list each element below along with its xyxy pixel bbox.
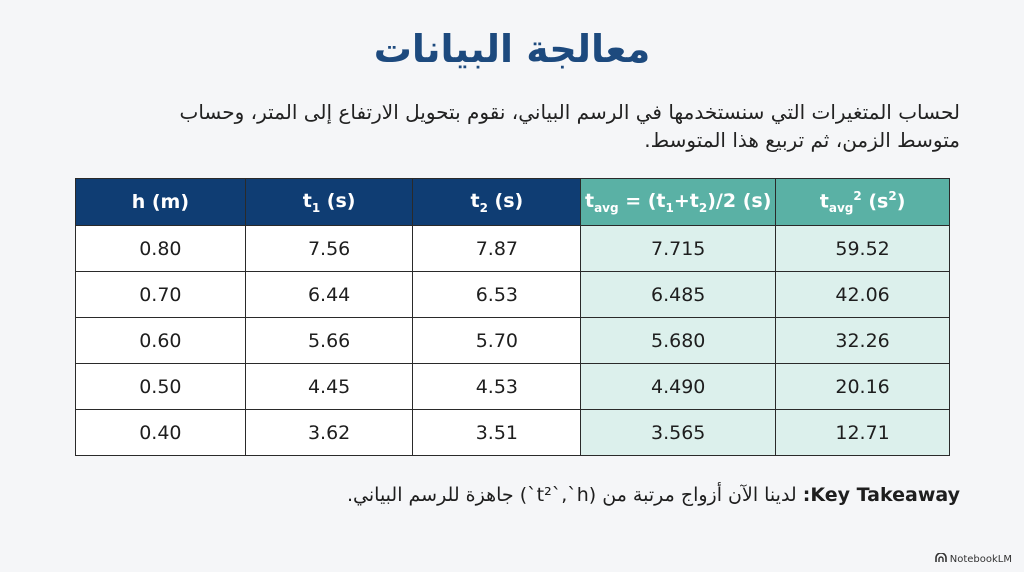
table-row: 0.50 4.45 4.53 4.490 20.16	[75, 363, 950, 410]
header-t2: t2 (s)	[412, 178, 582, 226]
header-tsq-sup: 2	[853, 188, 862, 203]
header-tavg-main: t	[584, 189, 595, 212]
table-row: 0.60 5.66 5.70 5.680 32.26	[75, 317, 950, 364]
cell-tsq: 20.16	[775, 363, 950, 410]
table-header-row: h (m) t1 (s) t2 (s) tavg = (t1+t2)/2 (s)…	[75, 178, 950, 226]
header-tsq: tavg2 (s2)	[775, 178, 950, 226]
table-row: 0.40 3.62 3.51 3.565 12.71	[75, 409, 950, 456]
cell-t2: 3.51	[412, 409, 582, 456]
header-tavg-sub2: 2	[698, 200, 708, 215]
header-t1: t1 (s)	[244, 178, 414, 226]
cell-t1: 4.45	[244, 363, 414, 410]
cell-tsq: 12.71	[775, 409, 950, 456]
cell-tsq: 42.06	[775, 271, 950, 318]
header-tsq-main: t	[819, 190, 829, 213]
cell-tsq: 32.26	[775, 317, 950, 364]
cell-t1: 5.66	[244, 317, 414, 364]
cell-t2: 5.70	[412, 317, 582, 364]
data-table: h (m) t1 (s) t2 (s) tavg = (t1+t2)/2 (s)…	[75, 178, 950, 456]
header-t1-sub: 1	[311, 200, 321, 215]
cell-h: 0.70	[75, 271, 246, 318]
header-h: h (m)	[75, 178, 246, 226]
brand-watermark: NotebookLM	[934, 552, 1012, 566]
intro-paragraph: لحساب المتغيرات التي سنستخدمها في الرسم …	[179, 100, 961, 152]
key-takeaway-text: لدينا الآن أزواج مرتبة من (t²`,`h`) جاهز…	[346, 484, 803, 506]
notebooklm-logo-icon	[934, 552, 947, 566]
cell-t1: 7.56	[244, 225, 414, 272]
header-tsq-end: )	[896, 190, 906, 213]
header-tsq-sub: avg	[828, 201, 854, 216]
cell-tavg: 3.565	[580, 409, 777, 456]
key-takeaway: Key Takeaway: لدينا الآن أزواج مرتبة من …	[100, 481, 960, 509]
cell-tsq: 59.52	[775, 225, 950, 272]
key-takeaway-label: Key Takeaway:	[802, 484, 960, 506]
cell-tavg: 7.715	[580, 225, 777, 272]
cell-t1: 3.62	[244, 409, 414, 456]
header-t2-unit: (s)	[487, 189, 524, 212]
header-t2-main: t	[470, 189, 480, 212]
header-tavg-mid2: +t	[673, 189, 699, 212]
header-t2-sub: 2	[479, 200, 488, 215]
header-tavg: tavg = (t1+t2)/2 (s)	[580, 178, 777, 226]
header-tavg-mid1: = (t	[618, 189, 666, 212]
cell-tavg: 6.485	[580, 271, 777, 318]
table-row: 0.80 7.56 7.87 7.715 59.52	[75, 225, 950, 272]
header-t1-main: t	[302, 189, 312, 212]
cell-t2: 7.87	[412, 225, 582, 272]
cell-t1: 6.44	[244, 271, 414, 318]
cell-h: 0.60	[75, 317, 246, 364]
cell-h: 0.40	[75, 409, 246, 456]
header-h-label: h (m)	[131, 191, 190, 213]
cell-t2: 4.53	[412, 363, 582, 410]
cell-tavg: 5.680	[580, 317, 777, 364]
cell-h: 0.80	[75, 225, 246, 272]
header-tavg-sub1: 1	[665, 200, 674, 215]
table-row: 0.70 6.44 6.53 6.485 42.06	[75, 271, 950, 318]
header-tsq-mid: (s	[861, 190, 889, 213]
page-title: معالجة البيانات	[373, 27, 651, 71]
cell-tavg: 4.490	[580, 363, 777, 410]
header-tavg-end: )/2 (s)	[707, 189, 772, 212]
header-t1-unit: (s)	[320, 189, 356, 212]
brand-name: NotebookLM	[949, 554, 1012, 565]
header-tsq-sup2: 2	[888, 188, 897, 203]
cell-t2: 6.53	[412, 271, 582, 318]
cell-h: 0.50	[75, 363, 246, 410]
header-tavg-sub: avg	[594, 200, 619, 215]
